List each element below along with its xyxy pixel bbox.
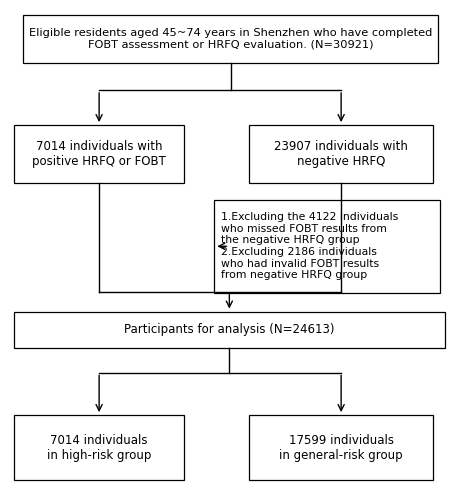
FancyBboxPatch shape: [214, 200, 440, 292]
Text: 1.Excluding the 4122 individuals
who missed FOBT results from
the negative HRFQ : 1.Excluding the 4122 individuals who mis…: [221, 212, 398, 280]
Text: 7014 individuals with
positive HRFQ or FOBT: 7014 individuals with positive HRFQ or F…: [32, 140, 166, 168]
FancyBboxPatch shape: [249, 125, 433, 182]
FancyBboxPatch shape: [14, 125, 184, 182]
Text: Eligible residents aged 45~74 years in Shenzhen who have completed
FOBT assessme: Eligible residents aged 45~74 years in S…: [29, 28, 432, 50]
Text: 7014 individuals
in high-risk group: 7014 individuals in high-risk group: [47, 434, 151, 462]
FancyBboxPatch shape: [14, 415, 184, 480]
FancyBboxPatch shape: [249, 415, 433, 480]
FancyBboxPatch shape: [23, 15, 438, 62]
Text: Participants for analysis (N=24613): Participants for analysis (N=24613): [124, 323, 335, 336]
Text: 17599 individuals
in general-risk group: 17599 individuals in general-risk group: [279, 434, 403, 462]
Text: 23907 individuals with
negative HRFQ: 23907 individuals with negative HRFQ: [274, 140, 408, 168]
FancyBboxPatch shape: [14, 312, 445, 348]
